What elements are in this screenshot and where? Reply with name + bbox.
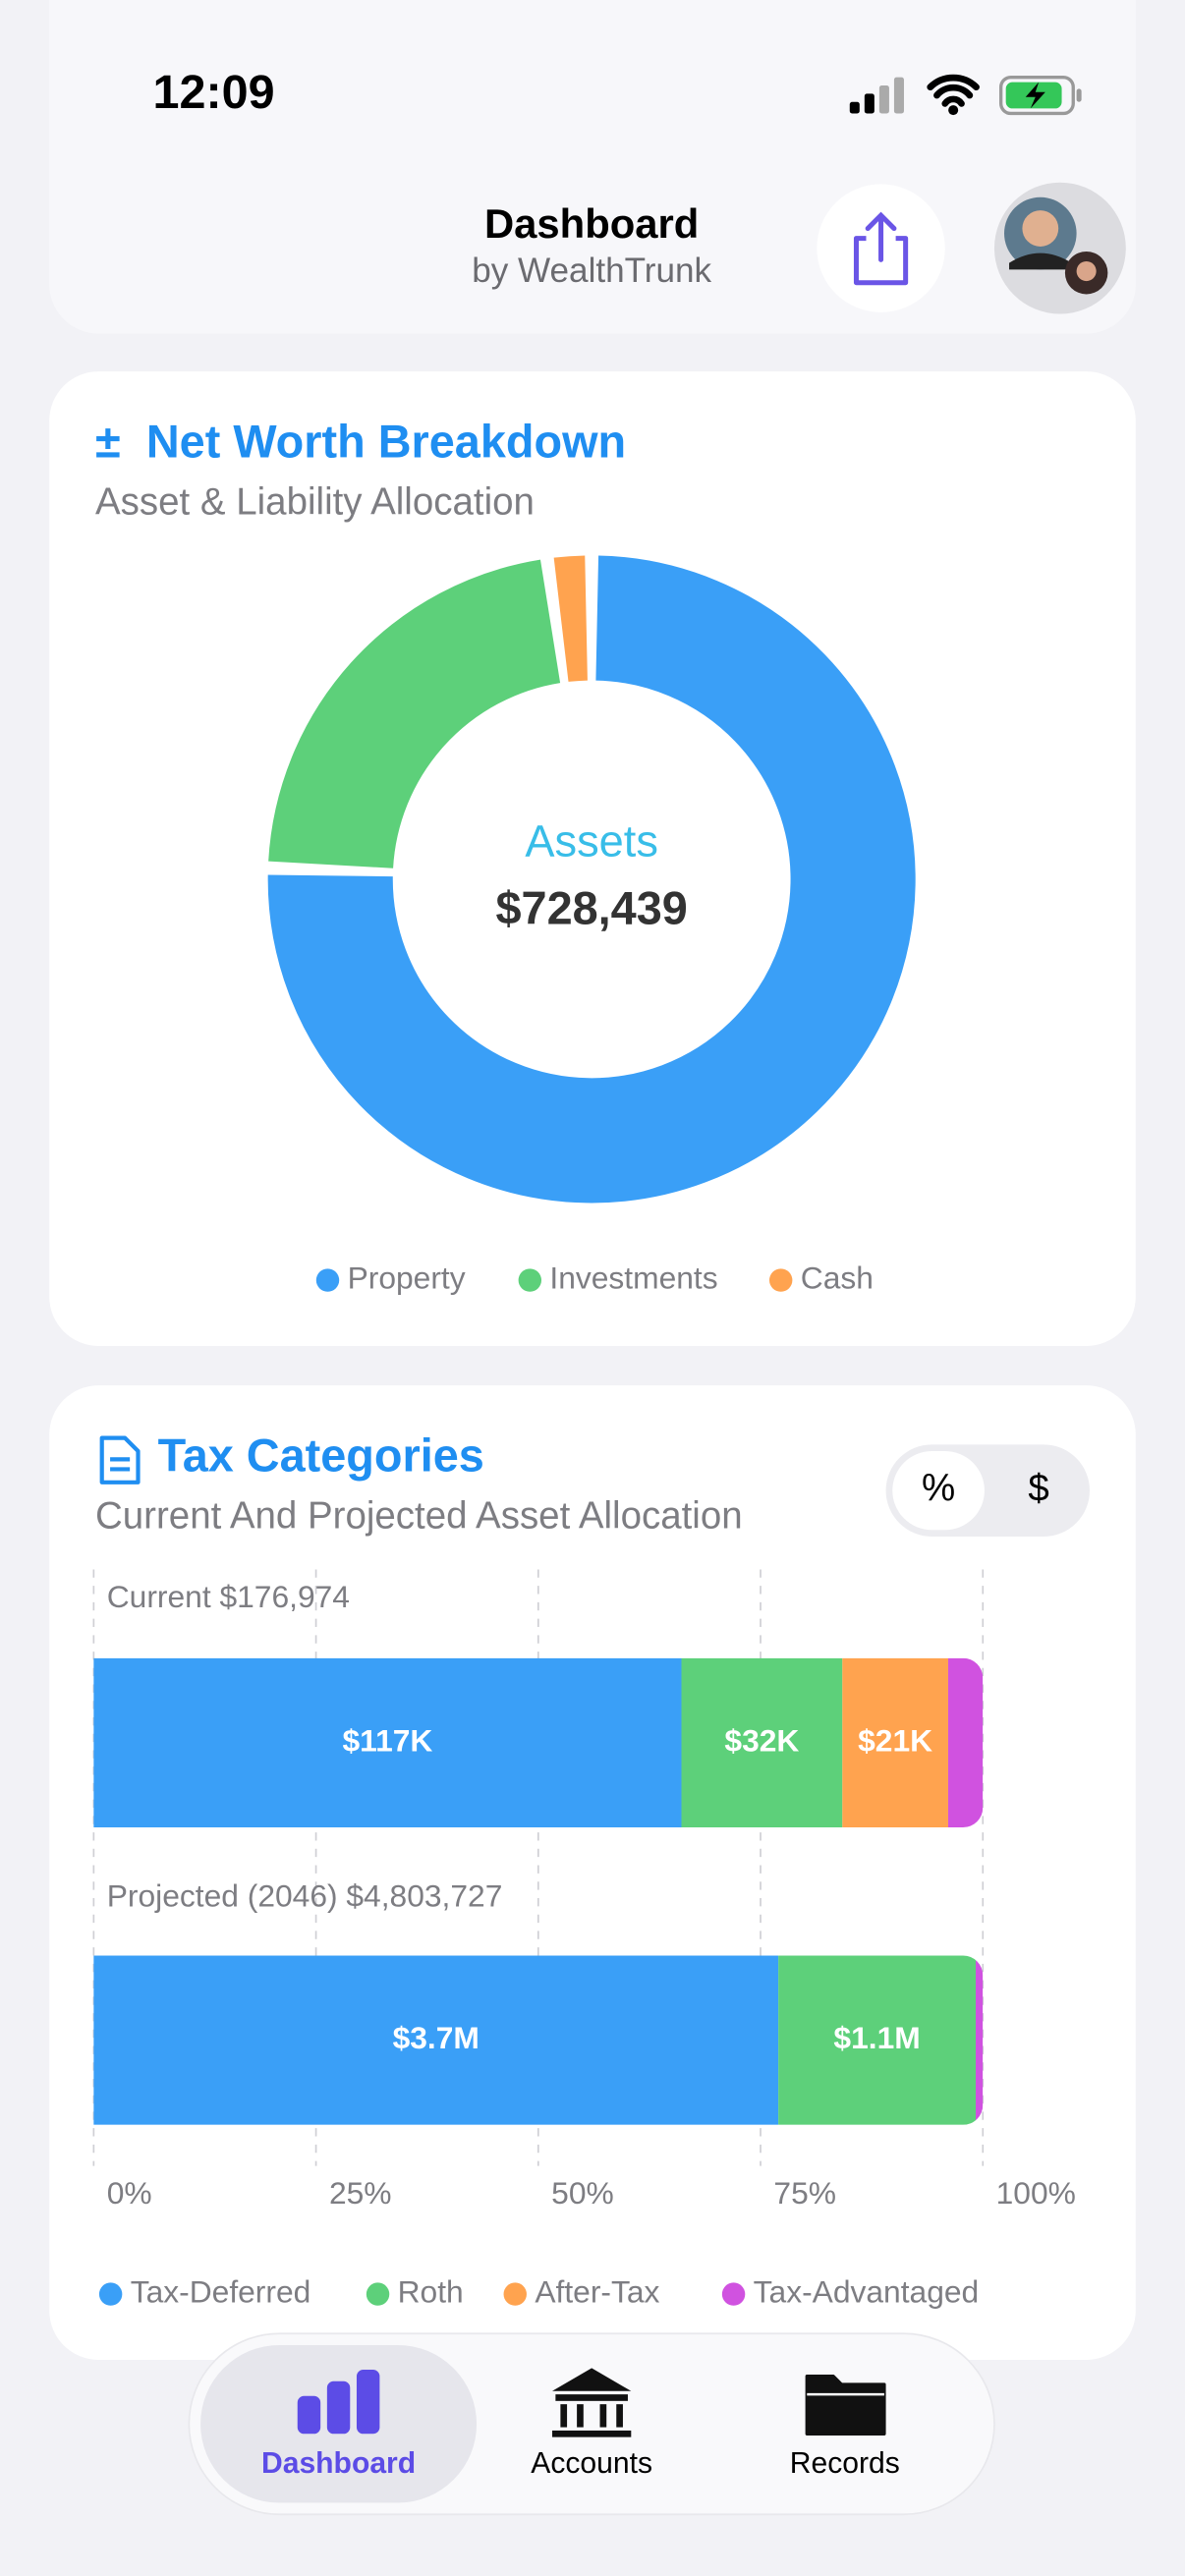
toggle-knob[interactable]: [892, 1451, 985, 1531]
x-tick-label: 0%: [107, 2175, 152, 2211]
card-subtitle: Current And Projected Asset Allocation: [95, 1495, 743, 1538]
profile-avatar[interactable]: [993, 182, 1126, 314]
document-icon: [99, 1435, 141, 1484]
bar-segment: [681, 1657, 843, 1828]
card-icon: ±: [95, 417, 121, 468]
bar-amount-label: $21K: [858, 1722, 932, 1758]
tab-label[interactable]: Accounts: [531, 2447, 652, 2480]
bar-row: [93, 1955, 984, 2125]
legend-swatch: [518, 1268, 542, 1292]
bar-amount-label: $1.1M: [833, 2020, 920, 2055]
legend-label: Property: [348, 1260, 466, 1295]
tab-label[interactable]: Dashboard: [261, 2447, 416, 2480]
bar-row: [93, 1657, 984, 1828]
x-tick-label: 100%: [996, 2175, 1076, 2211]
legend-label: Roth: [398, 2273, 464, 2309]
unit-toggle: % $: [885, 1444, 1090, 1537]
records-icon[interactable]: [805, 2375, 886, 2436]
donut-segment: [553, 555, 589, 682]
donut-segment: [267, 555, 916, 1204]
legend-label: Cash: [801, 1260, 874, 1295]
stacked-bar-chart: 0% 25% 50% 75% 100% Current $176,974 $117K $32K…: [92, 1569, 1076, 2309]
card-title: Net Worth Breakdown: [146, 417, 626, 468]
bar-amount-label: $3.7M: [393, 2020, 480, 2055]
x-tick-label: 75%: [773, 2175, 836, 2211]
card-subtitle: Asset & Liability Allocation: [95, 481, 535, 524]
header-title: Dashboard: [484, 200, 699, 247]
legend-label: After-Tax: [535, 2273, 659, 2309]
toggle-option[interactable]: %: [922, 1467, 955, 1509]
bar-segment: [976, 1955, 984, 2125]
bar-amount-label: $117K: [342, 1722, 432, 1758]
legend-label: Tax-Advantaged: [754, 2273, 980, 2309]
bar-segment: [842, 1657, 948, 1828]
dashboard-icon[interactable]: [297, 2370, 380, 2435]
donut-center-label: Assets: [525, 816, 658, 867]
tab-label[interactable]: Records: [790, 2447, 900, 2480]
legend-swatch: [721, 2282, 746, 2306]
x-tick-label: 50%: [551, 2175, 614, 2211]
bar-segment: [947, 1657, 984, 1828]
bar-segment: [93, 1955, 779, 2125]
bar-segment: [778, 1955, 977, 2125]
status-time: 12:09: [153, 66, 275, 119]
share-button[interactable]: [817, 184, 945, 312]
donut-center-value: $728,439: [495, 883, 687, 934]
legend-swatch: [503, 2282, 527, 2306]
donut-segment: [268, 559, 562, 869]
legend-swatch: [315, 1268, 340, 1292]
toggle-option[interactable]: $: [1028, 1467, 1048, 1509]
card-title: Tax Categories: [158, 1430, 484, 1482]
donut-chart: Property Investments Cash: [267, 555, 916, 1295]
category-label: Projected (2046) $4,803,727: [107, 1877, 503, 1913]
legend-swatch: [768, 1268, 793, 1292]
bar-amount-label: $32K: [724, 1722, 799, 1758]
status-icons: [849, 74, 1082, 116]
header-subtitle: by WealthTrunk: [472, 252, 711, 290]
x-tick-label: 25%: [329, 2175, 392, 2211]
accounts-icon[interactable]: [552, 2368, 632, 2437]
legend-label: Tax-Deferred: [131, 2273, 311, 2309]
legend-swatch: [98, 2282, 123, 2306]
category-label: Current $176,974: [107, 1579, 350, 1614]
net-worth-card: [49, 371, 1136, 1346]
legend-label: Investments: [549, 1260, 717, 1295]
legend-swatch: [366, 2282, 390, 2306]
bar-segment: [93, 1657, 682, 1828]
